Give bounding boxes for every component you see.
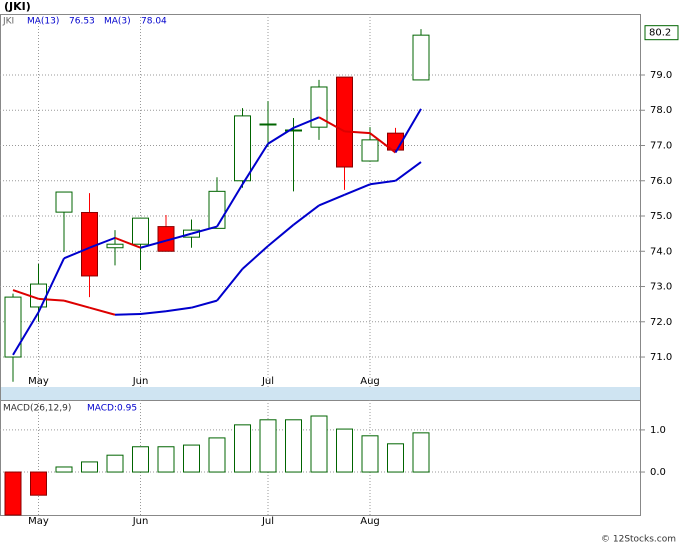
ma-segment [38,297,65,302]
ma-segment [191,225,218,235]
candle-body [55,191,73,213]
last-price-label: 80.2 [649,28,671,39]
macd-bar [361,435,379,473]
ma-segment [165,232,192,242]
candle-body [208,190,226,229]
ma-segment [241,245,269,270]
ma-segment [394,108,422,154]
date-strip [0,387,640,400]
candle-body [81,211,98,277]
ma-segment [37,257,65,313]
ma-segment [63,246,90,260]
candle-body [310,86,328,128]
ma-segment [216,183,244,228]
macd-bar [310,415,328,473]
candle-body [106,243,124,249]
ma-segment [318,193,345,207]
x-tick-label: May [28,376,49,387]
macd-bar [259,419,277,473]
legend-label: MA(13) [27,17,59,27]
chart-title: (JKI) [4,0,31,13]
ma-segment [344,130,371,135]
ma-segment [267,127,295,145]
y-tick-label: 71.0 [650,352,672,363]
ma-segment [12,311,40,356]
x-tick-label: Jun [132,376,149,387]
macd-panel [0,400,641,516]
macd-bar [157,446,175,473]
ma-segment [216,268,244,302]
ma-segment [241,143,269,185]
candle-body [285,129,302,132]
ma-segment [140,310,167,316]
ma-segment [165,306,192,313]
ma-segment [318,116,345,133]
macd-title: MACD(26,12,9) [3,404,71,414]
ma-segment [114,313,141,316]
x-tick-label: Jul [261,376,274,387]
ma-segment [394,161,422,182]
x-tick-label: Jun [132,516,149,527]
macd-bar [285,419,302,473]
candle-body [259,123,277,126]
macd-bar [106,454,124,473]
macd-value: MACD:0.95 [87,404,137,414]
ma-segment [140,239,167,249]
macd-bar [30,471,47,496]
macd-bar [412,432,430,473]
macd-bar [336,428,353,473]
symbol: JKI [2,17,14,27]
y-tick-label: 74.0 [650,246,672,257]
legend-value: 78.04 [141,17,167,27]
candle-body [132,217,149,245]
y-tick-label: 77.0 [650,141,672,152]
ma-segment [63,299,90,309]
y-tick-label: 1.0 [650,425,666,436]
ma-segment [267,224,295,247]
ma-segment [369,179,396,186]
ma-segment [89,236,116,249]
ma-segment [292,204,320,226]
y-tick-label: 78.0 [650,105,672,116]
macd-bar [183,444,200,473]
ma-segment [114,236,141,249]
ma-segment [89,306,116,316]
macd-bar [387,443,404,473]
ma-segment [293,116,320,129]
y-tick-label: 79.0 [650,70,672,81]
source: © 12Stocks.com [601,535,676,545]
macd-bar [132,446,149,473]
last-price-box [644,25,679,41]
candle-body [4,296,22,358]
candle-body [30,283,47,308]
legend-label: MA(3) [104,17,131,27]
x-tick-label: Jul [261,516,274,527]
y-tick-label: 72.0 [650,317,672,328]
macd-bar [55,466,73,473]
x-tick-label: Aug [360,516,380,527]
ma-segment [191,299,218,309]
ma-segment [344,183,371,196]
candle-body [361,139,379,162]
macd-bar [81,461,98,473]
ma-segment [12,289,39,300]
macd-bar [234,424,251,473]
macd-bar [208,437,226,473]
y-tick-label: 0.0 [650,467,666,478]
x-tick-label: May [28,516,49,527]
y-tick-label: 73.0 [650,282,672,293]
y-tick-label: 75.0 [650,211,672,222]
candle-body [412,34,430,81]
y-tick-label: 76.0 [650,176,672,187]
candle-body [336,76,353,168]
ma-segment [369,132,397,154]
candle-body [234,115,251,182]
macd-bar [4,471,22,516]
legend-value: 76.53 [69,17,95,27]
x-tick-label: Aug [360,376,380,387]
